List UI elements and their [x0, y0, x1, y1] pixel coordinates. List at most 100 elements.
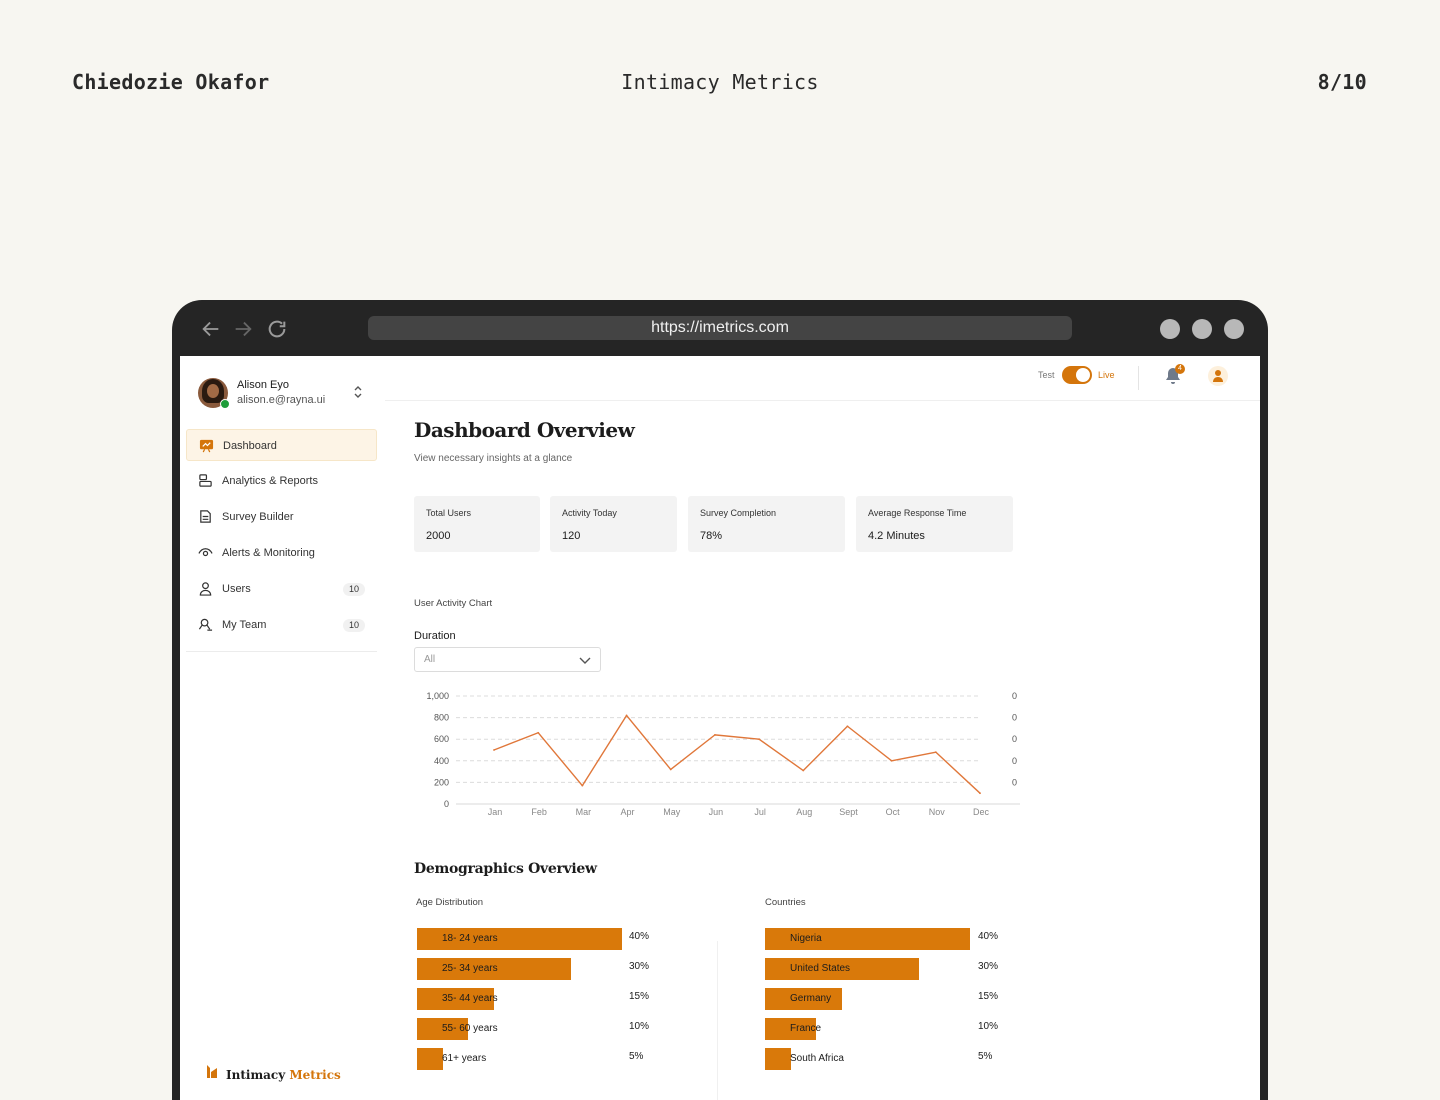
- top-bar: Test Live 4: [385, 356, 1260, 401]
- stat-value: 2000: [426, 530, 451, 542]
- demographics-title: Demographics Overview: [414, 861, 597, 877]
- online-status-dot: [220, 399, 230, 409]
- bar-label: 35- 44 years: [442, 993, 498, 1004]
- bar-label: South Africa: [790, 1053, 844, 1064]
- stat-label: Total Users: [426, 508, 472, 518]
- stat-card-survey-completion: Survey Completion 78%: [688, 496, 845, 552]
- window-dot[interactable]: [1224, 319, 1244, 339]
- back-arrow-icon[interactable]: [200, 318, 222, 340]
- test-live-toggle[interactable]: [1062, 366, 1092, 384]
- test-mode-label: Test: [1038, 370, 1055, 380]
- bar-value-label: 5%: [629, 1051, 644, 1062]
- bar-value-label: 40%: [629, 931, 650, 942]
- data-point: [846, 725, 849, 728]
- user-icon: [199, 582, 212, 596]
- user-email: alison.e@rayna.ui: [237, 394, 326, 406]
- age-distribution-label: Age Distribution: [416, 897, 484, 908]
- stat-value: 4.2 Minutes: [868, 530, 925, 542]
- countries-label: Countries: [765, 897, 806, 908]
- x-tick-label: Jan: [488, 807, 503, 817]
- app-logo: Intimacy Metrics: [207, 1065, 341, 1082]
- sidebar-item-label: Analytics & Reports: [222, 475, 318, 487]
- bar-label: 55- 60 years: [442, 1023, 498, 1034]
- bar-label: 61+ years: [442, 1053, 487, 1064]
- data-point: [537, 731, 540, 734]
- bar-value-label: 15%: [978, 991, 999, 1002]
- bar: [417, 928, 622, 950]
- window-dot[interactable]: [1160, 319, 1180, 339]
- data-point: [581, 784, 584, 787]
- x-tick-label: May: [663, 807, 681, 817]
- x-tick-label: Sept: [839, 807, 858, 817]
- data-point: [802, 769, 805, 772]
- presentation-chart-icon: [199, 439, 214, 453]
- bar-value-label: 30%: [629, 961, 650, 972]
- data-point: [493, 749, 495, 751]
- forward-arrow-icon[interactable]: [232, 318, 254, 340]
- sidebar-item-alerts[interactable]: Alerts & Monitoring: [186, 537, 377, 569]
- right-tick-label: 0: [1012, 691, 1017, 701]
- sidebar-item-my-team[interactable]: My Team 10: [186, 609, 377, 641]
- duration-select[interactable]: All: [414, 647, 601, 672]
- url-bar[interactable]: https://imetrics.com: [368, 316, 1072, 340]
- y-tick-label: 400: [434, 756, 449, 766]
- right-tick-label: 0: [1012, 713, 1017, 723]
- avatar: [198, 378, 228, 408]
- duration-select-value: All: [424, 654, 436, 665]
- notification-badge: 4: [1175, 364, 1185, 374]
- user-name: Alison Eyo: [237, 379, 289, 391]
- page-title: Dashboard Overview: [414, 418, 635, 442]
- bar-value-label: 5%: [978, 1051, 993, 1062]
- users-count-badge: 10: [343, 583, 365, 596]
- x-tick-label: Nov: [929, 807, 946, 817]
- bar-value-label: 15%: [629, 991, 650, 1002]
- x-tick-label: Dec: [973, 807, 990, 817]
- divider: [186, 651, 377, 652]
- sidebar-item-analytics[interactable]: Analytics & Reports: [186, 465, 377, 497]
- x-tick-label: Aug: [796, 807, 812, 817]
- page-subtitle: View necessary insights at a glance: [414, 453, 573, 464]
- user-activity-line-chart: 0 200 400 600 800 1,000 0 0 0 0 0 Jan Feb Mar Apr May Ju…: [426, 691, 1020, 817]
- profile-button[interactable]: [1208, 366, 1228, 386]
- x-tick-label: Mar: [576, 807, 592, 817]
- bar-label: Nigeria: [790, 933, 822, 944]
- data-point: [625, 714, 628, 717]
- bar: [765, 1048, 791, 1070]
- chevron-up-down-icon[interactable]: [352, 384, 364, 400]
- bar: [765, 1018, 817, 1040]
- stat-card-response-time: Average Response Time 4.2 Minutes: [856, 496, 1013, 552]
- live-mode-label: Live: [1098, 370, 1115, 380]
- stat-label: Average Response Time: [868, 508, 967, 518]
- analytics-icon: [199, 474, 212, 487]
- reload-icon[interactable]: [266, 318, 288, 340]
- duration-label: Duration: [414, 630, 456, 642]
- browser-window: https://imetrics.com Alison Eyo alison.e…: [172, 300, 1268, 1100]
- sidebar-item-dashboard[interactable]: Dashboard: [186, 429, 377, 461]
- data-point: [669, 768, 672, 771]
- data-point: [890, 759, 893, 762]
- activity-series-line: [493, 714, 981, 794]
- chart-section-label: User Activity Chart: [414, 598, 493, 609]
- right-tick-label: 0: [1012, 756, 1017, 766]
- bar-label: United States: [790, 963, 851, 974]
- sidebar: Alison Eyo alison.e@rayna.ui Dashboard A…: [180, 356, 385, 1100]
- stat-value: 78%: [700, 530, 723, 542]
- x-tick-label: Apr: [621, 807, 635, 817]
- bar: [417, 1018, 469, 1040]
- page-counter: 8/10: [1317, 70, 1367, 94]
- y-tick-label: 800: [434, 713, 449, 723]
- data-point: [714, 733, 716, 736]
- bar: [765, 988, 842, 1010]
- bar: [417, 958, 571, 980]
- bar: [417, 988, 494, 1010]
- y-tick-label: 600: [434, 734, 449, 744]
- x-tick-label: Feb: [531, 807, 547, 817]
- stat-label: Activity Today: [562, 508, 617, 518]
- sidebar-item-label: Users: [222, 583, 251, 595]
- app-screen: Alison Eyo alison.e@rayna.ui Dashboard A…: [180, 356, 1260, 1100]
- sidebar-item-survey-builder[interactable]: Survey Builder: [186, 501, 377, 533]
- sidebar-item-users[interactable]: Users 10: [186, 573, 377, 605]
- account-switcher[interactable]: Alison Eyo alison.e@rayna.ui: [198, 376, 378, 412]
- window-dot[interactable]: [1192, 319, 1212, 339]
- sidebar-item-label: Survey Builder: [222, 511, 294, 523]
